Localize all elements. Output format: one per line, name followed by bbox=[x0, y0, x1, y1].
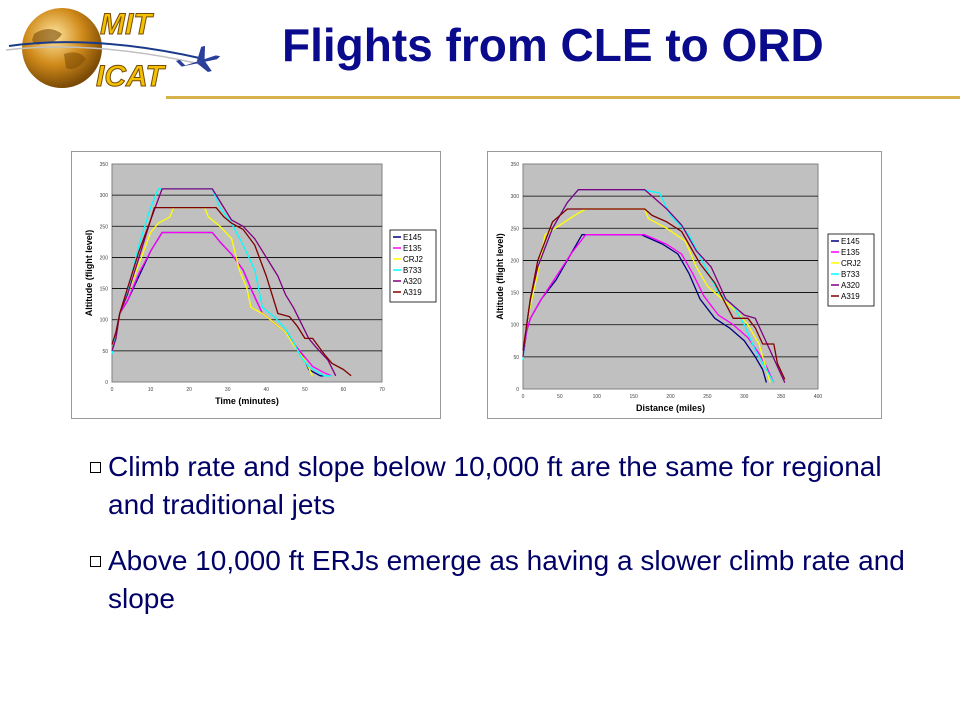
y-axis-label: Altitude (flight level) bbox=[84, 230, 94, 317]
x-tick-label: 10 bbox=[148, 387, 154, 393]
legend-box bbox=[827, 233, 875, 307]
x-tick-label: 400 bbox=[814, 394, 823, 400]
series-line bbox=[111, 206, 352, 377]
y-tick-label: 0 bbox=[105, 380, 108, 386]
x-tick-label: 70 bbox=[379, 387, 385, 393]
chart-altitude-vs-distance: 0 50 100 150 200 250 300 350 0 50 100 150 200 250 300 3… bbox=[487, 151, 882, 419]
chart-svg-time: 0 50 100 150 200 250 300 350 0 10 20 30 40 50 60 70 Time… bbox=[84, 162, 437, 406]
chart-svg-distance: 0 50 100 150 200 250 300 350 0 50 100 150 200 250 300 3… bbox=[495, 162, 875, 413]
y-tick-label: 350 bbox=[511, 162, 520, 168]
series-line bbox=[522, 234, 775, 383]
y-tick-label: 200 bbox=[511, 258, 520, 264]
series-line bbox=[522, 189, 786, 383]
checkbox-bullet-icon bbox=[90, 462, 101, 473]
series-line bbox=[522, 208, 771, 383]
legend-entry: E135 bbox=[403, 244, 422, 253]
x-tick-label: 60 bbox=[341, 387, 347, 393]
series-line bbox=[111, 206, 314, 377]
legend-box bbox=[389, 229, 437, 303]
slide-title: Flights from CLE to ORD bbox=[282, 19, 824, 71]
y-tick-label: 100 bbox=[100, 318, 109, 324]
legend-entry: E145 bbox=[841, 237, 860, 246]
y-tick-label: 250 bbox=[100, 224, 109, 230]
legend-entry: A319 bbox=[403, 288, 422, 297]
checkbox-bullet-icon bbox=[90, 556, 101, 567]
x-tick-label: 50 bbox=[302, 387, 308, 393]
logo-mit-text: MIT bbox=[100, 8, 154, 41]
bullet-list: Climb rate and slope below 10,000 ft are… bbox=[90, 448, 916, 636]
mit-icat-logo: MIT ICAT bbox=[4, 4, 244, 96]
x-tick-label: 30 bbox=[225, 387, 231, 393]
legend-entry: B733 bbox=[841, 270, 860, 279]
globe-airplane-icon: MIT ICAT bbox=[5, 8, 221, 94]
bullet-text: Above 10,000 ft ERJs emerge as having a … bbox=[108, 545, 905, 614]
y-tick-label: 300 bbox=[511, 194, 520, 200]
y-tick-label: 150 bbox=[100, 287, 109, 293]
x-axis-label: Distance (miles) bbox=[636, 403, 705, 413]
x-tick-label: 40 bbox=[264, 387, 270, 393]
legend-entry: A320 bbox=[841, 281, 860, 290]
title-divider bbox=[166, 96, 960, 99]
plot-area bbox=[522, 163, 819, 390]
legend-entry: E145 bbox=[403, 233, 422, 242]
y-tick-label: 250 bbox=[511, 226, 520, 232]
x-axis-label: Time (minutes) bbox=[215, 396, 279, 406]
y-tick-label: 100 bbox=[511, 323, 520, 329]
x-tick-label: 300 bbox=[740, 394, 749, 400]
x-tick-label: 350 bbox=[777, 394, 786, 400]
x-tick-label: 20 bbox=[186, 387, 192, 393]
plot-area bbox=[111, 163, 383, 383]
y-tick-label: 0 bbox=[516, 387, 519, 393]
y-tick-label: 50 bbox=[513, 355, 519, 361]
chart-altitude-vs-time: 0 50 100 150 200 250 300 350 0 10 20 30 40 50 60 70 Time… bbox=[71, 151, 441, 419]
x-tick-label: 250 bbox=[703, 394, 712, 400]
bullet-item: Above 10,000 ft ERJs emerge as having a … bbox=[90, 542, 916, 618]
legend-entry: CRJ2 bbox=[841, 259, 862, 268]
x-tick-label: 200 bbox=[666, 394, 675, 400]
legend-entry: B733 bbox=[403, 266, 422, 275]
x-tick-label: 50 bbox=[557, 394, 563, 400]
bullet-text: Climb rate and slope below 10,000 ft are… bbox=[108, 451, 882, 520]
y-tick-label: 50 bbox=[102, 349, 108, 355]
y-tick-label: 200 bbox=[100, 255, 109, 261]
series-line bbox=[522, 208, 786, 380]
series-line bbox=[111, 188, 337, 377]
legend-entry: A319 bbox=[841, 292, 860, 301]
bullet-item: Climb rate and slope below 10,000 ft are… bbox=[90, 448, 916, 524]
y-tick-label: 150 bbox=[511, 291, 520, 297]
x-tick-label: 100 bbox=[593, 394, 602, 400]
x-tick-label: 0 bbox=[111, 387, 114, 393]
x-tick-label: 150 bbox=[629, 394, 638, 400]
legend-entry: CRJ2 bbox=[403, 255, 424, 264]
logo-icat-text: ICAT bbox=[96, 60, 166, 93]
legend-entry: E135 bbox=[841, 248, 860, 257]
y-axis-label: Altitude (flight level) bbox=[495, 233, 505, 320]
y-tick-label: 350 bbox=[100, 162, 109, 168]
y-tick-label: 300 bbox=[100, 193, 109, 199]
legend-entry: A320 bbox=[403, 277, 422, 286]
x-tick-label: 0 bbox=[522, 394, 525, 400]
